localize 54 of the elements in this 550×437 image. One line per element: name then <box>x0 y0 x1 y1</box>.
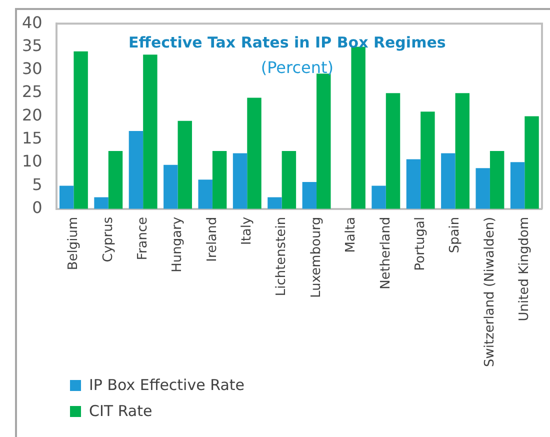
bar <box>510 162 525 209</box>
text: Effective Tax Rates in IP Box Regimes <box>128 33 446 52</box>
bar <box>232 153 248 209</box>
bar <box>420 112 435 209</box>
x-tick-label: Spain <box>448 216 463 254</box>
bar <box>386 93 400 209</box>
bar <box>108 150 123 209</box>
y-tick-label: 10 <box>22 152 42 171</box>
y-tick-label: 5 <box>32 174 42 194</box>
text: (Percent) <box>260 58 334 77</box>
bar <box>372 186 386 209</box>
y-tick-label: 0 <box>32 198 42 218</box>
y-tick-label: 25 <box>22 82 42 102</box>
x-tick-label: Hungary <box>170 216 186 272</box>
bar <box>128 131 144 209</box>
bar <box>143 54 158 209</box>
bar <box>94 197 108 209</box>
bar <box>282 150 296 209</box>
y-tick-label: 20 <box>22 105 42 124</box>
y-tick-label: 35 <box>22 36 42 55</box>
bar <box>490 150 504 209</box>
bar <box>351 46 366 209</box>
bar <box>302 182 317 209</box>
x-tick-label: France <box>135 216 150 260</box>
x-tick-label: Lichtenstein <box>274 216 290 296</box>
bar <box>178 120 192 209</box>
bar <box>198 180 212 209</box>
bar <box>476 168 490 209</box>
bar <box>316 74 331 209</box>
bar <box>164 164 178 209</box>
x-tick-label: Ireland <box>204 216 220 262</box>
bar <box>441 153 456 209</box>
x-tick-label: Cyprus <box>100 216 116 262</box>
x-tick-label: Italy <box>240 216 255 246</box>
x-tick-label: Belgium <box>66 216 82 270</box>
bar <box>59 186 74 209</box>
y-tick-label: 40 <box>22 12 42 32</box>
bar <box>455 93 470 209</box>
bar <box>406 159 421 209</box>
x-tick-label: Luxembourg <box>308 216 324 298</box>
x-tick-label: Switzerland (Niwalden) <box>482 216 498 368</box>
x-tick-label: United Kingdom <box>517 216 532 322</box>
bar <box>212 150 227 209</box>
y-tick-label: 30 <box>22 59 42 78</box>
legend-label: IP Box Effective Rate <box>89 376 244 394</box>
bar <box>74 51 88 209</box>
y-tick-label: 15 <box>22 128 42 148</box>
bar <box>268 197 282 209</box>
bar <box>524 116 539 209</box>
bar <box>247 98 262 209</box>
legend-label: CIT Rate <box>89 402 152 420</box>
x-tick-label: Malta <box>344 216 359 253</box>
x-tick-label: Netherland <box>378 216 394 290</box>
x-tick-label: Portugal <box>412 216 428 271</box>
